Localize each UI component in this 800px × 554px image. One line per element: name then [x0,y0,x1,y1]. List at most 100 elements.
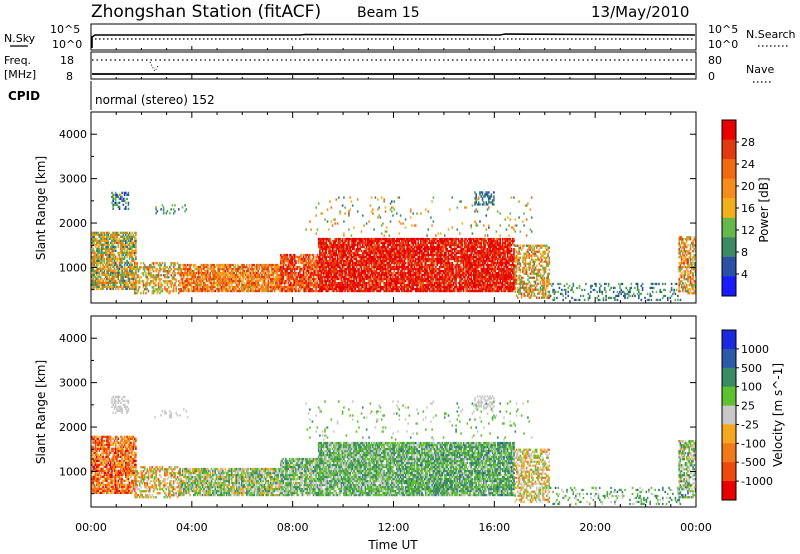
power-cell [282,259,285,263]
power-cell [104,239,107,242]
power-cell [425,279,427,283]
power-cell [442,279,445,283]
power-cell [161,262,164,265]
power-cell [388,237,391,241]
power-cell [348,239,350,243]
power-cell [121,199,123,202]
power-cell [411,283,413,287]
power-cell [246,283,248,287]
power-cell [114,239,117,242]
power-cell [249,281,252,285]
power-cell [199,287,201,291]
power-cell [91,279,93,282]
power-cell [339,287,341,291]
power-cell [431,239,433,243]
power-cell [391,245,393,249]
power-cell [188,287,190,291]
power-cell [369,287,372,291]
power-cell [388,257,391,261]
power-cell [277,263,280,267]
power-cell [350,271,353,275]
power-cell [330,285,333,289]
power-cell [256,283,258,287]
power-cell [285,289,287,293]
power-cell [317,237,320,241]
power-cell [286,273,288,277]
power-cell [116,267,118,270]
power-cell [201,265,204,269]
power-cell [369,249,372,253]
power-cell [92,273,94,276]
power-cell [385,253,388,257]
power-cell [295,261,297,265]
power-cell [431,273,433,277]
power-cell [349,271,351,275]
power-cell [166,210,169,213]
power-cell [319,253,321,257]
power-cell [363,289,365,293]
power-cell [401,249,403,253]
power-cell [317,259,320,263]
power-cell [218,283,220,287]
power-cell [346,241,349,245]
power-cell [363,273,365,277]
power-cell [127,191,130,194]
power-cell [396,267,398,271]
power-cell [238,277,241,281]
power-cell [391,257,393,261]
power-cell [281,279,283,283]
power-cell [157,288,160,291]
power-cell [290,253,292,257]
power-cell [338,269,340,273]
power-cell [446,283,448,287]
power-cell [346,279,349,283]
power-cell [382,279,384,283]
power-cell [392,265,394,269]
power-cell [443,251,446,255]
power-cell [180,269,183,273]
power-cell [387,269,389,273]
power-cell [111,269,113,272]
power-cell [431,281,433,285]
power-cell [103,265,106,268]
power-cell [195,283,198,287]
power-cell [277,287,280,291]
power-cell [432,239,435,243]
power-cell [256,289,258,293]
power-cell [287,283,290,287]
power-cell [402,237,404,241]
power-cell [403,251,406,255]
power-cell [349,265,351,269]
power-cell [264,287,267,291]
power-cell [377,261,379,265]
power-cell [254,271,257,275]
power-cell [430,275,432,279]
power-cell [282,279,285,283]
power-cell [125,279,127,282]
power-cell [328,289,330,293]
power-cell [369,283,372,287]
power-cell [305,287,307,291]
power-cell [314,263,316,267]
power-cell [392,257,394,261]
power-cell [351,289,354,293]
power-cell [450,241,452,245]
power-cell [108,285,111,288]
power-cell [354,275,356,279]
power-cell [414,273,417,277]
power-cell [103,251,106,254]
power-cell [409,289,412,293]
power-cell [383,267,385,271]
power-cell [438,279,441,283]
power-cell [288,263,291,267]
power-cell [446,247,448,251]
power-cell [409,269,412,273]
power-cell [253,277,256,281]
power-cell [253,283,256,287]
power-cell [273,277,276,281]
power-cell [199,285,201,289]
power-cell [385,263,388,267]
power-cell [283,267,286,271]
power-cell [262,263,264,267]
power-cell [333,239,335,243]
